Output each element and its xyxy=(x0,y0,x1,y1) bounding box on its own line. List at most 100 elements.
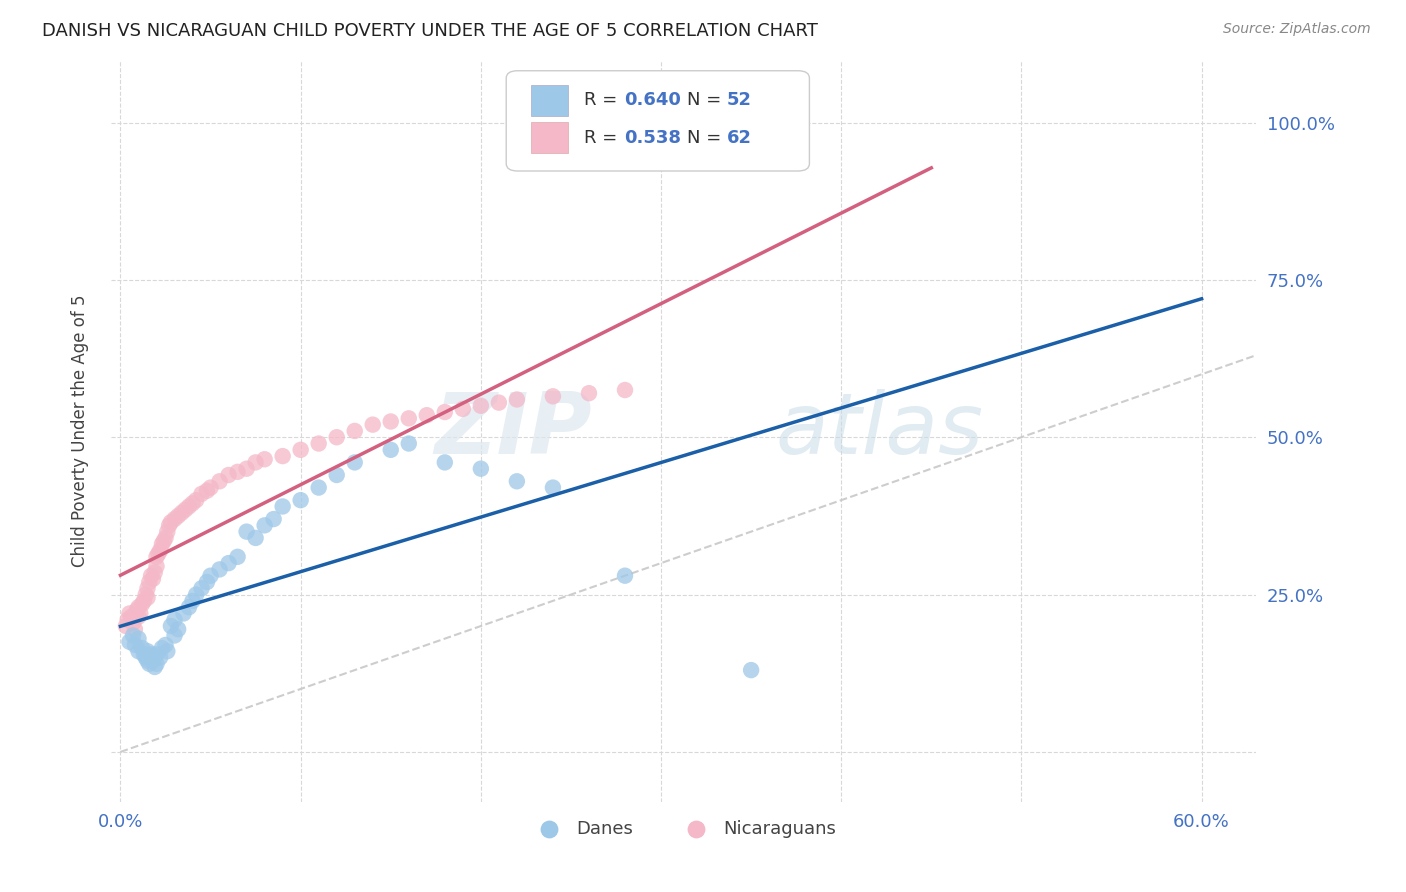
Point xyxy=(124,638,146,652)
Point xyxy=(131,641,153,656)
FancyBboxPatch shape xyxy=(531,122,568,153)
Point xyxy=(118,607,141,621)
Point xyxy=(139,648,162,662)
Text: R =: R = xyxy=(583,92,623,110)
Text: N =: N = xyxy=(688,128,727,146)
Point xyxy=(253,518,276,533)
Point xyxy=(433,455,456,469)
Point xyxy=(122,615,145,630)
Point xyxy=(195,483,218,498)
Point xyxy=(290,442,312,457)
Point xyxy=(308,481,330,495)
Point xyxy=(380,415,402,429)
Point xyxy=(578,386,600,401)
Point xyxy=(143,660,166,674)
Point xyxy=(148,547,170,561)
Point xyxy=(145,648,167,662)
Point xyxy=(271,500,294,514)
Text: 62: 62 xyxy=(727,128,752,146)
Point xyxy=(136,591,159,605)
Point xyxy=(177,600,200,615)
Point xyxy=(614,383,637,397)
Point xyxy=(343,424,366,438)
Point xyxy=(177,500,200,514)
Point xyxy=(451,401,474,416)
Point xyxy=(506,475,529,489)
Text: 0.640: 0.640 xyxy=(624,92,681,110)
Point xyxy=(145,549,167,564)
Point xyxy=(541,481,564,495)
Point xyxy=(117,613,139,627)
Point xyxy=(208,475,231,489)
Point xyxy=(139,568,162,582)
Point xyxy=(167,508,190,523)
Point xyxy=(470,461,492,475)
Point xyxy=(398,411,420,425)
Text: Source: ZipAtlas.com: Source: ZipAtlas.com xyxy=(1223,22,1371,37)
Point xyxy=(136,654,159,668)
Point xyxy=(380,442,402,457)
Point xyxy=(157,518,180,533)
Point xyxy=(150,537,173,551)
Point xyxy=(135,588,157,602)
Point xyxy=(136,582,159,596)
Point xyxy=(245,531,267,545)
Point xyxy=(181,496,204,510)
Point xyxy=(235,524,257,539)
Point xyxy=(132,648,155,662)
Point xyxy=(186,588,208,602)
Point xyxy=(200,481,222,495)
Point xyxy=(200,568,222,582)
Point xyxy=(149,543,172,558)
Point xyxy=(129,607,152,621)
Point xyxy=(120,609,142,624)
Point xyxy=(127,609,149,624)
Text: 0.538: 0.538 xyxy=(624,128,681,146)
Point xyxy=(226,549,249,564)
Point xyxy=(163,628,186,642)
Point xyxy=(195,574,218,589)
Y-axis label: Child Poverty Under the Age of 5: Child Poverty Under the Age of 5 xyxy=(72,294,89,567)
Point xyxy=(145,559,167,574)
Point xyxy=(173,607,195,621)
Point xyxy=(488,395,510,409)
Text: DANISH VS NICARAGUAN CHILD POVERTY UNDER THE AGE OF 5 CORRELATION CHART: DANISH VS NICARAGUAN CHILD POVERTY UNDER… xyxy=(42,22,818,40)
Point xyxy=(138,574,160,589)
Point xyxy=(127,632,149,646)
Point xyxy=(167,622,190,636)
Point xyxy=(118,634,141,648)
Point xyxy=(245,455,267,469)
Point xyxy=(186,493,208,508)
Text: R =: R = xyxy=(583,128,623,146)
Point xyxy=(190,582,212,596)
Text: atlas: atlas xyxy=(775,390,983,473)
Point xyxy=(138,657,160,671)
FancyBboxPatch shape xyxy=(506,70,810,171)
Point xyxy=(170,506,193,520)
Point xyxy=(135,650,157,665)
Point xyxy=(122,628,145,642)
Text: N =: N = xyxy=(688,92,727,110)
Point xyxy=(149,650,172,665)
Point xyxy=(343,455,366,469)
Point xyxy=(132,594,155,608)
Point xyxy=(325,430,347,444)
Point xyxy=(361,417,384,432)
Point xyxy=(155,531,177,545)
Point xyxy=(235,461,257,475)
Point xyxy=(156,644,179,658)
Point xyxy=(263,512,285,526)
Point xyxy=(174,502,197,516)
Point xyxy=(155,638,177,652)
Point xyxy=(433,405,456,419)
Point xyxy=(152,534,174,549)
Point xyxy=(143,566,166,580)
Point xyxy=(398,436,420,450)
Point xyxy=(160,515,183,529)
Point xyxy=(115,619,138,633)
Point xyxy=(290,493,312,508)
Point xyxy=(226,465,249,479)
FancyBboxPatch shape xyxy=(531,85,568,116)
Point xyxy=(416,408,439,422)
Point xyxy=(163,512,186,526)
